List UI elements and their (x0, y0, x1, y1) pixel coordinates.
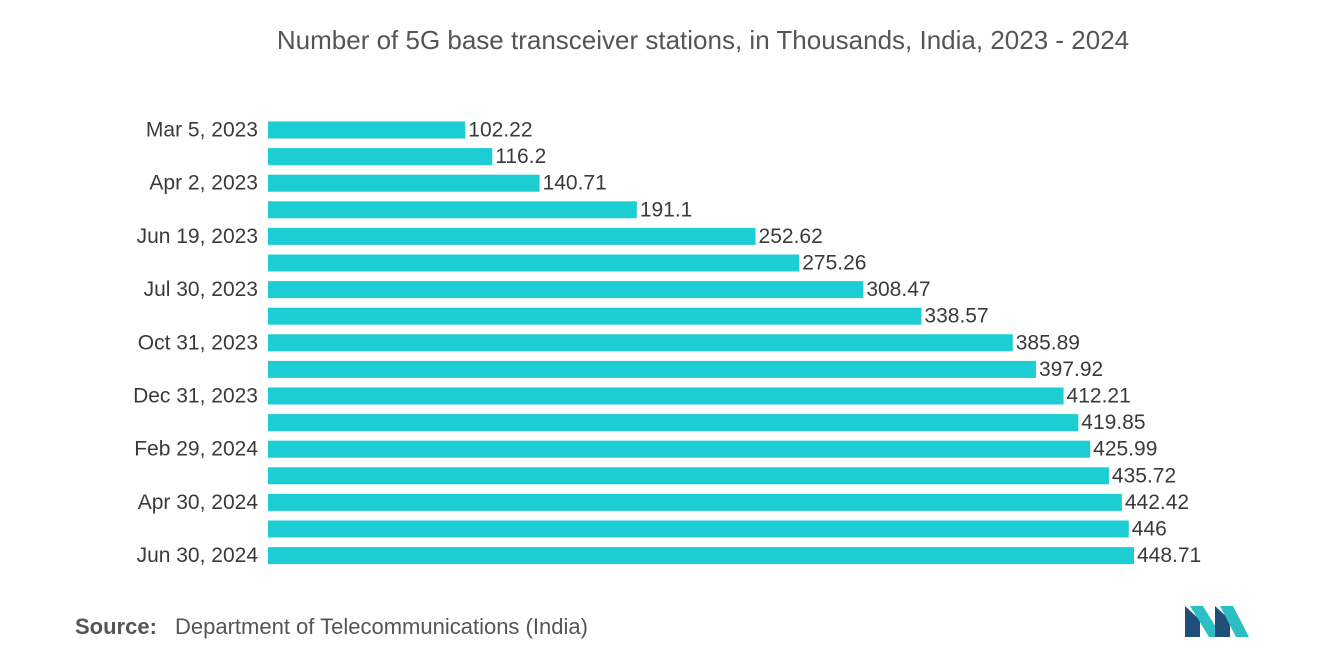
value-label: 425.99 (1093, 438, 1157, 461)
value-label: 385.89 (1016, 331, 1080, 354)
value-label: 116.2 (495, 145, 546, 168)
logo (1185, 606, 1249, 637)
value-label: 191.1 (640, 198, 693, 221)
value-label: 140.71 (543, 172, 607, 195)
bar (268, 387, 1064, 405)
value-label: 102.22 (468, 119, 532, 142)
y-tick-label: Jun 30, 2024 (137, 544, 259, 567)
source-label: Source: (75, 614, 157, 639)
value-label: 308.47 (866, 278, 930, 301)
bar (268, 467, 1109, 485)
bar (268, 148, 493, 166)
y-tick-label: Apr 2, 2023 (149, 172, 258, 195)
value-label: 448.71 (1137, 544, 1201, 567)
source-text: Department of Telecommunications (India) (175, 614, 588, 639)
bar (268, 547, 1134, 565)
y-tick-label: Mar 5, 2023 (146, 119, 258, 142)
bar (268, 201, 637, 219)
bar (268, 493, 1122, 511)
y-tick-label: Jun 19, 2023 (137, 225, 258, 248)
bar (268, 254, 800, 272)
y-tick-label: Oct 31, 2023 (138, 331, 258, 354)
y-tick-label: Apr 30, 2024 (138, 491, 259, 514)
y-tick-label: Feb 29, 2024 (134, 438, 258, 461)
value-label: 338.57 (924, 305, 988, 328)
y-tick-label: Dec 31, 2023 (133, 385, 258, 408)
bar (268, 281, 864, 299)
value-label: 275.26 (802, 252, 866, 275)
bar (268, 334, 1013, 352)
value-label: 419.85 (1081, 411, 1145, 434)
bar (268, 520, 1129, 538)
bar (268, 307, 922, 325)
value-label: 442.42 (1125, 491, 1189, 514)
bar (268, 174, 540, 192)
y-tick-label: Jul 30, 2023 (144, 278, 258, 301)
bar (268, 414, 1079, 432)
bar (268, 121, 466, 139)
value-label: 252.62 (759, 225, 823, 248)
bar (268, 360, 1036, 378)
bar (268, 440, 1091, 458)
chart-title: Number of 5G base transceiver stations, … (277, 25, 1129, 55)
value-label: 397.92 (1039, 358, 1103, 381)
bar (268, 227, 756, 245)
value-label: 435.72 (1112, 464, 1176, 487)
value-label: 412.21 (1067, 385, 1131, 408)
value-label: 446 (1132, 518, 1167, 541)
